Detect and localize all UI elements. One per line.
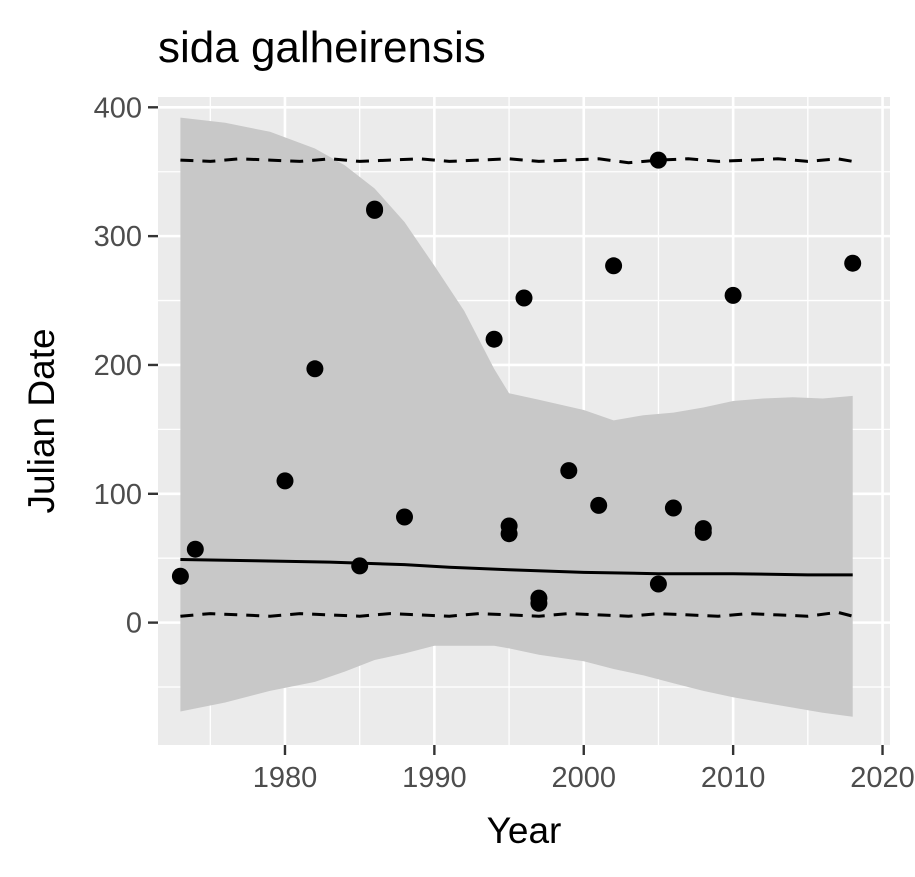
data-point [366,201,384,219]
confidence-ribbon [180,117,853,717]
data-point [694,523,712,541]
upper-quantile-dashed-line [180,157,853,165]
data-point [500,525,518,543]
fit-line [180,558,853,577]
lower-quantile-dashed-line [180,610,854,618]
data-point [186,540,204,558]
x-axis-title: Year [487,810,562,851]
y-axis: 0 100 200 300 400 [94,92,158,640]
x-tick-label: 1990 [402,762,467,794]
x-tick-label: 2010 [701,762,766,794]
data-point [396,508,413,526]
y-axis-title: Julian Date [21,328,62,513]
data-point [605,257,623,275]
data-point [351,557,369,575]
data-point [306,360,324,378]
data-point [590,496,608,514]
data-point [530,594,548,612]
data-point [664,499,682,517]
data-point [515,289,533,307]
data-point [171,567,189,585]
x-axis: 1980 1990 2000 2010 2020 [253,745,915,794]
chart-title: sida galheirensis [158,23,486,72]
data-point [485,330,503,348]
confidence-ribbon-layer [180,117,853,717]
y-tick-label: 0 [126,608,142,640]
data-point [724,286,742,304]
x-tick-label: 1980 [253,762,318,794]
data-point [844,254,862,272]
y-tick-label: 300 [94,221,142,253]
fit-lines-layer [180,157,854,618]
data-point [649,575,667,593]
data-point [649,151,667,169]
x-tick-label: 2020 [850,762,915,794]
data-point [276,472,294,490]
points-layer [171,151,862,612]
y-tick-label: 100 [94,479,142,511]
y-tick-label: 400 [94,92,142,124]
x-tick-label: 2000 [551,762,616,794]
data-point [560,462,578,480]
y-tick-label: 200 [94,350,142,382]
